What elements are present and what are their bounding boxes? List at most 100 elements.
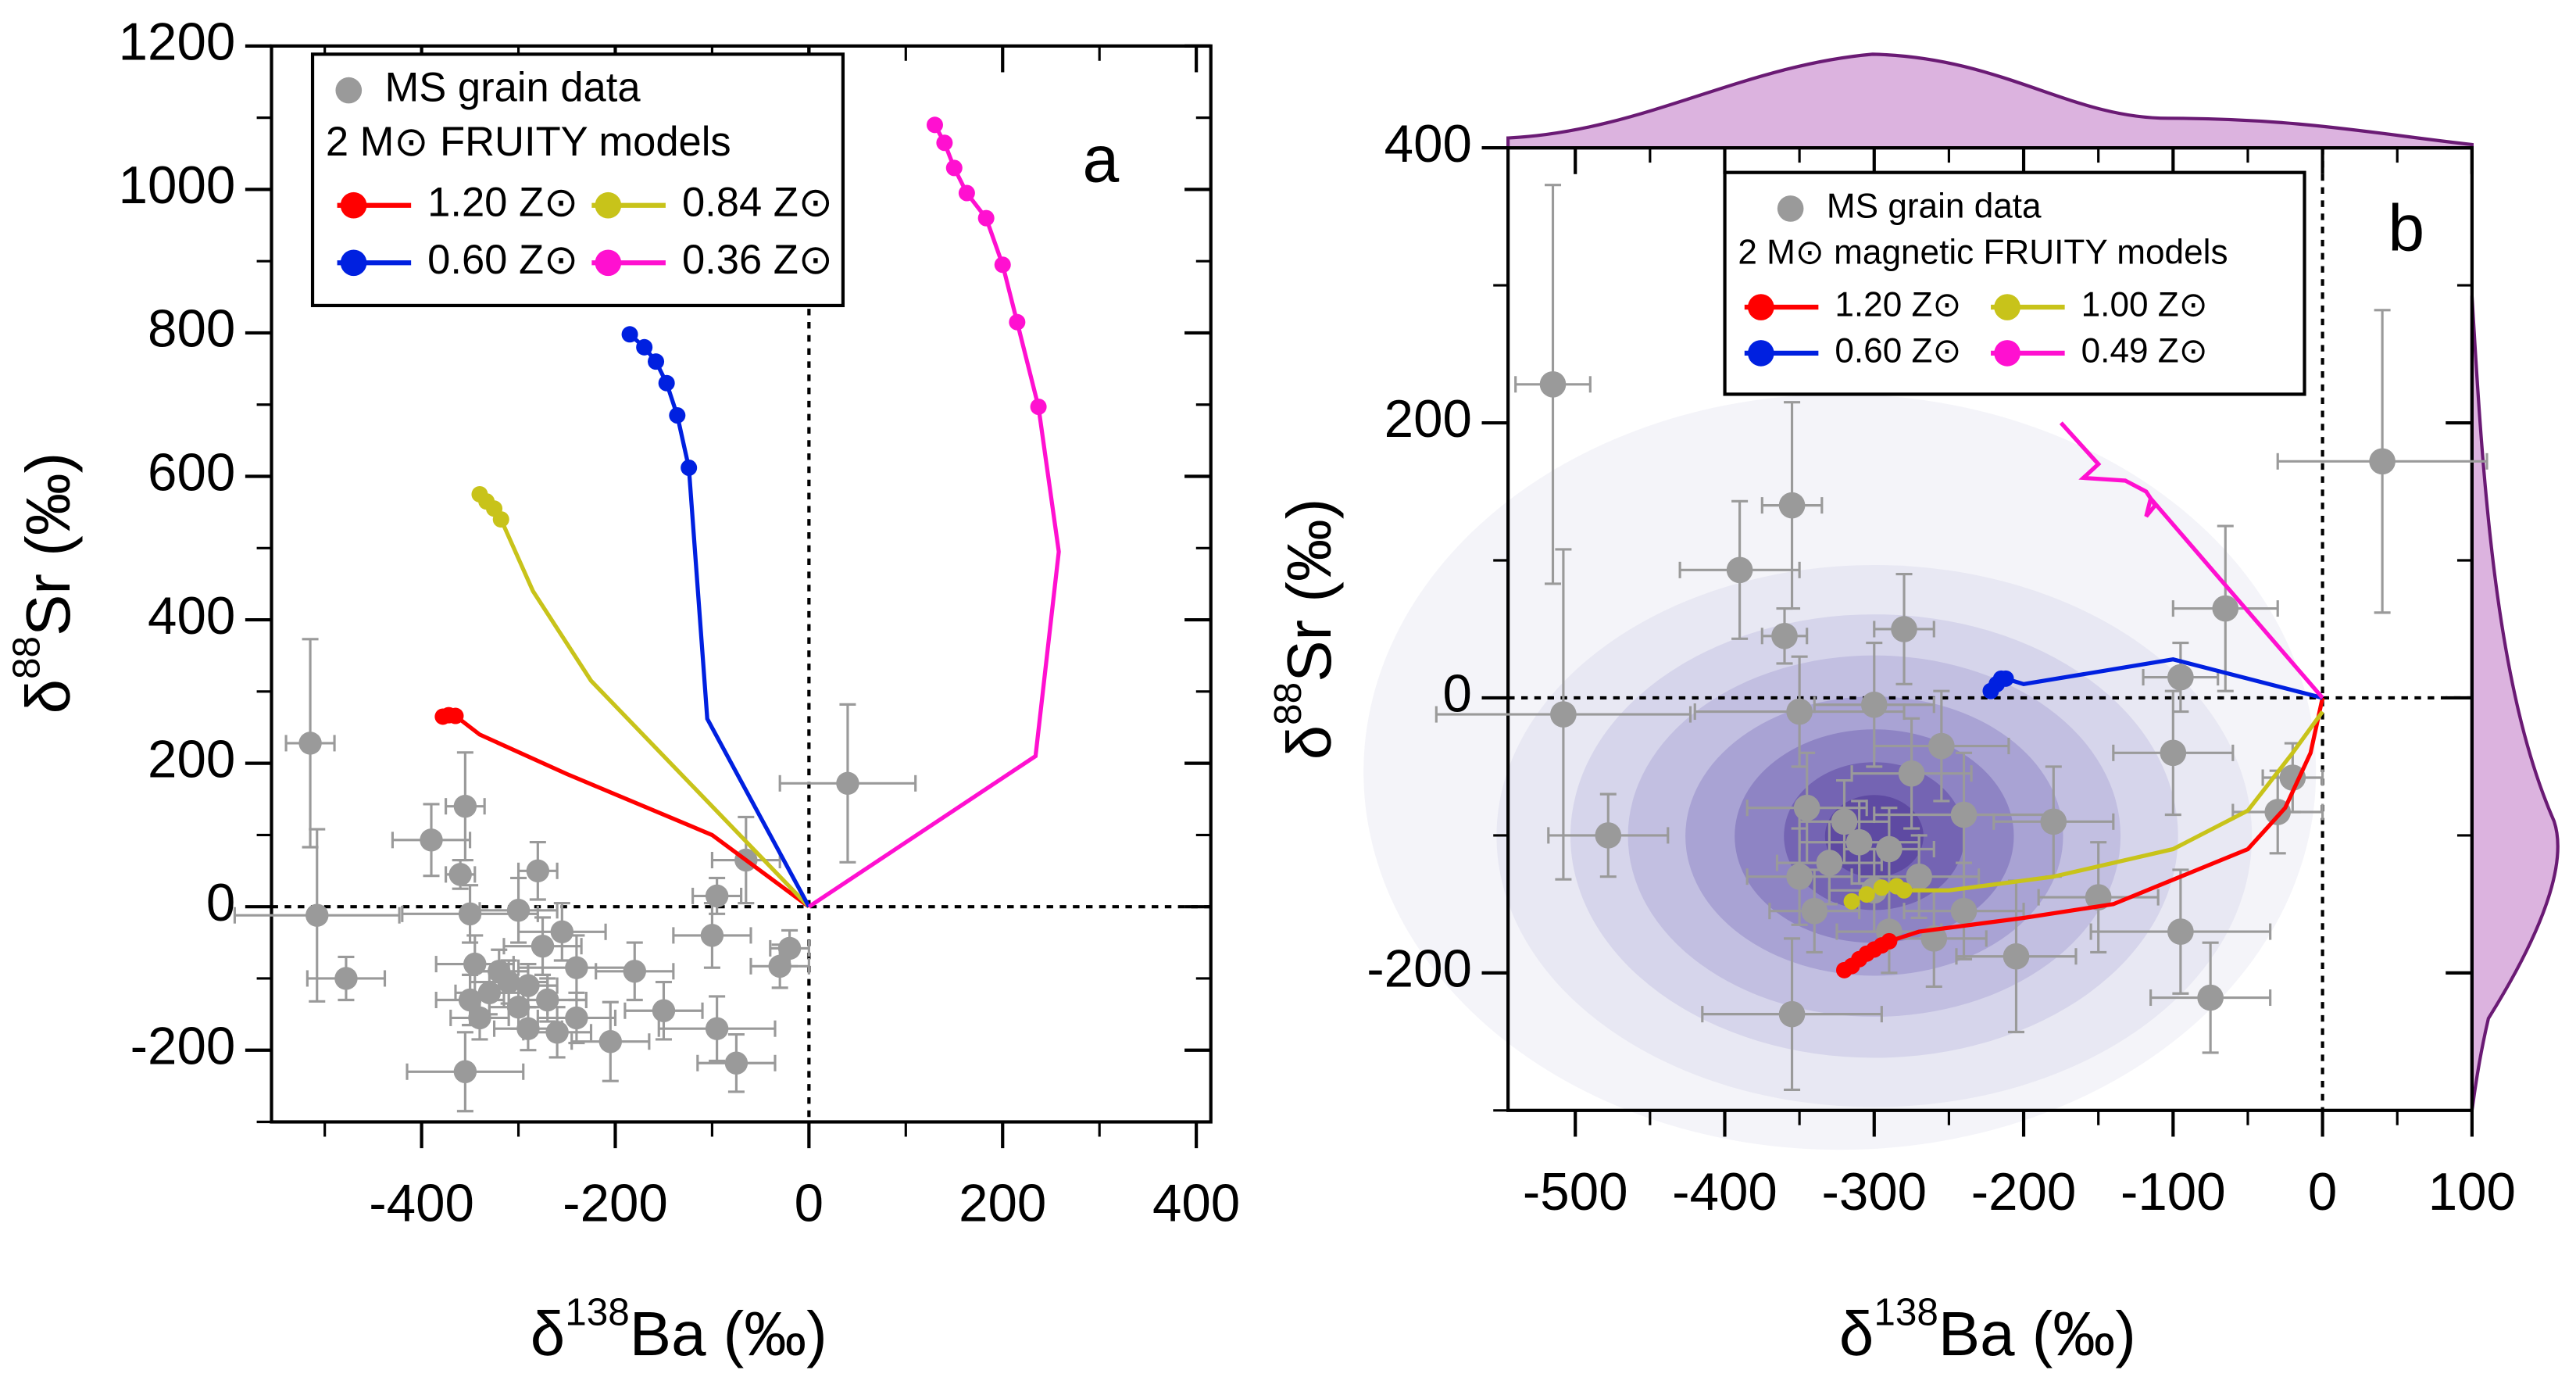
grain-point [1726,556,1753,584]
x-tick-label: -300 [1821,1163,1927,1222]
model-point [1858,886,1875,903]
grain-point [463,952,487,976]
y-tick-label: 400 [148,587,235,646]
legend-title: 2 M⊙ FRUITY models [326,119,731,165]
x-tick-label: -200 [1971,1163,2077,1222]
model-point [648,353,665,370]
legend-label: MS grain data [385,64,641,110]
model-point [945,159,963,177]
grain-point [1786,698,1813,725]
legend-marker [1777,195,1804,222]
y-tick-label: 1200 [119,13,236,72]
grain-point [497,970,520,994]
label-text: Ba (‰) [630,1299,827,1368]
grain-point [545,1021,569,1044]
grain-point [420,828,443,852]
grain-point [506,995,531,1019]
model-line [442,713,810,909]
y-tick-label: 400 [1384,115,1472,174]
grain-point [453,794,477,818]
label-superscript: 88 [1267,682,1309,725]
grain-point [1928,732,1955,760]
model-point [936,134,953,152]
top-marginal-density [1506,52,2474,150]
model-point [1843,893,1860,910]
legend-marker [595,249,622,277]
panel-label: b [2388,191,2424,265]
legend-label: 0.60 Z⊙ [1835,332,1961,370]
grain-point [836,771,859,796]
model-point [447,707,464,724]
grain-point [724,1051,749,1075]
model-point [926,116,943,134]
grain-point [652,999,676,1022]
grain-point [448,863,472,886]
model-point [658,374,675,392]
grain-point [550,920,574,944]
grain-point [305,903,329,927]
grain-point [777,936,802,961]
x-tick-label: -400 [1672,1163,1777,1222]
grain-point [2040,808,2067,835]
legend-label: 1.20 Z⊙ [427,180,578,226]
grain-point [1876,835,1903,863]
plot-frame [1506,146,2474,1112]
legend-label: 1.20 Z⊙ [1835,286,1961,324]
model-line [478,492,811,909]
axis-label: δ138Ba (‰) [1839,1291,2136,1368]
legend-label: MS grain data [1827,188,2042,226]
legend-marker [1747,294,1774,320]
legend-marker [1994,340,2020,367]
label-symbol: δ [1274,725,1344,760]
right-marginal-density [2470,295,2560,1111]
legend-label: 0.36 Z⊙ [682,237,833,283]
y-tick-label: -200 [1367,940,1472,999]
grain-point [477,981,502,1005]
model-point [1895,882,1913,899]
grain-point [1816,850,1843,876]
grain-point [2167,918,2194,945]
label-superscript: 138 [565,1291,630,1334]
grain-point [705,884,729,908]
grain-point [2167,664,2194,691]
y-tick-label: 800 [148,300,235,359]
grain-point [516,1017,540,1040]
model-point [1997,670,2014,687]
model-point [1030,398,1047,415]
x-tick-label: -400 [369,1175,474,1233]
grain-point [565,1006,588,1030]
grain-point [1906,863,1932,890]
label-text: Sr (‰) [13,453,83,636]
grain-point [1891,616,1917,642]
model-point [636,338,653,356]
grain-point [1860,691,1888,718]
grain-point [536,988,559,1012]
axis-label: δ138Ba (‰) [531,1291,827,1368]
axis-label: δ88Sr (‰) [5,453,83,714]
legend-label: 0.49 Z⊙ [2081,332,2208,370]
grain-point [2197,984,2224,1011]
grain-point [1950,801,1978,828]
grain-point [1793,794,1820,821]
x-tick-label: -200 [563,1175,668,1233]
grain-point [526,859,550,883]
model-point [669,406,686,424]
x-tick-label: -500 [1523,1163,1628,1222]
grain-point [1898,760,1925,787]
legend-marker [1994,294,2020,320]
model-point [1873,879,1890,896]
legend-label: 1.00 Z⊙ [2081,286,2208,324]
grain-point [598,1030,623,1054]
label-symbol: δ [13,679,83,714]
grain-point [1801,897,1828,925]
grain-point [1771,622,1798,649]
x-tick-label: 0 [2308,1163,2337,1222]
model-point [958,184,975,202]
grain-point [2369,448,2396,475]
grain-point [1831,808,1858,835]
grain-point [516,974,540,997]
grain-point [565,956,588,979]
grain-point [468,1006,491,1030]
